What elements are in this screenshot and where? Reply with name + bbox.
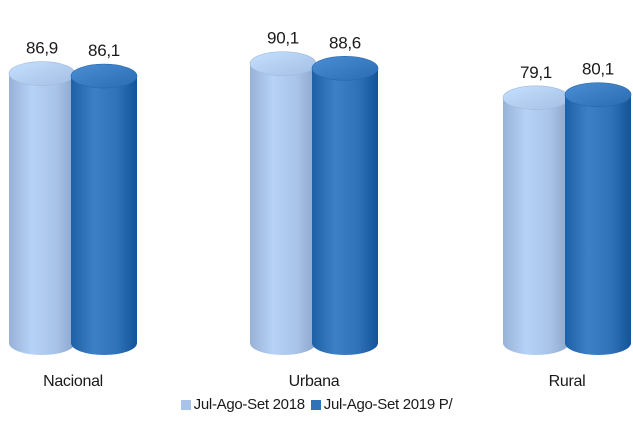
legend-swatch-2019 (310, 399, 321, 410)
category-label-rural: Rural (549, 373, 586, 390)
bar-top (311, 56, 379, 81)
legend-item-2019: Jul-Ago-Set 2019 P/ (310, 396, 453, 413)
legend-label-2018: Jul-Ago-Set 2018 (193, 396, 305, 413)
bar-top (70, 63, 138, 89)
legend-label-2019: Jul-Ago-Set 2019 P/ (323, 396, 453, 413)
bar-body (71, 76, 137, 355)
bar-urbana-2018 (249, 51, 317, 355)
labels-layer: 86,9 86,1 Nacional 90,1 88,6 Urbana 79,1 80,1 Ru… (26, 29, 614, 390)
bar-nacional-2019 (70, 63, 138, 355)
bar-rural-2019 (564, 82, 632, 355)
bar-top (8, 61, 76, 86)
bar-body (9, 73, 75, 356)
value-label-urbana-2019: 88,6 (329, 33, 361, 52)
bar-urbana-2019 (311, 56, 379, 355)
bar-body (250, 63, 316, 355)
bar-top (502, 85, 570, 111)
legend-swatch-2018 (180, 399, 191, 410)
category-label-nacional: Nacional (43, 373, 103, 390)
bar-body (503, 97, 569, 355)
legend: Jul-Ago-Set 2018 Jul-Ago-Set 2019 P/ (0, 396, 633, 413)
bar-body (565, 94, 631, 355)
value-label-rural-2018: 79,1 (520, 63, 552, 82)
value-label-nacional-2019: 86,1 (88, 41, 120, 60)
bar-top (249, 51, 317, 76)
value-label-urbana-2018: 90,1 (267, 29, 299, 48)
bar-body (312, 68, 378, 355)
bar-top (564, 82, 632, 107)
bar-nacional-2018 (8, 61, 76, 356)
legend-item-2018: Jul-Ago-Set 2018 (180, 396, 305, 413)
category-label-urbana: Urbana (289, 373, 340, 390)
value-label-nacional-2018: 86,9 (26, 39, 58, 58)
bars-layer (8, 51, 632, 356)
bar-rural-2018 (502, 85, 570, 355)
value-label-rural-2019: 80,1 (582, 60, 614, 79)
